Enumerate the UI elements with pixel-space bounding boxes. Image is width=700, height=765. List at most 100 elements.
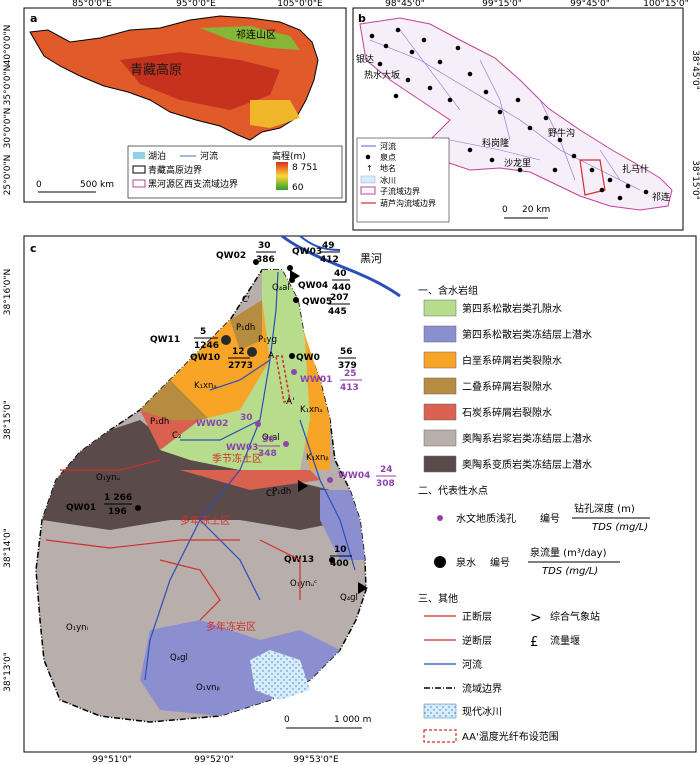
legend-weir: 流量堰 <box>550 634 580 647</box>
coord-105e: 105°0'0"E <box>277 0 323 9</box>
geo-q4al: Q₄al <box>272 283 290 293</box>
panel-c: c 38°16'0"N 38°15'0" 38°14'0" 38°13'0" 9… <box>3 234 697 765</box>
spring-qw03 <box>287 265 293 271</box>
legend-sec2: 二、代表性水点 <box>418 484 488 497</box>
panel-b-letter: b <box>358 12 366 25</box>
coord-35n: 35°0'0"N <box>3 65 13 106</box>
legend-b-spring: 泉点 <box>380 152 396 162</box>
heihe-river <box>281 234 401 298</box>
legend-aquifer-label: 白垩系碎屑岩类裂隙水 <box>462 354 562 367</box>
label-A: A <box>268 351 275 361</box>
panel-b: b 98°45'0" 99°15'0" 99°45'0" 100°15'0" 3… <box>352 0 700 231</box>
legend-weather: 综合气象站 <box>550 610 600 623</box>
legend-c: 一、含水岩组 第四系松散岩类孔隙水第四系松散岩类冻结层上潜水白垩系碎屑岩类裂隙水… <box>418 284 650 743</box>
ww04-id: WW04 <box>338 471 370 481</box>
hole-ww01 <box>291 369 297 375</box>
qw0-top: 56 <box>340 347 353 357</box>
geo-q4al-2: Q₄al <box>262 433 280 443</box>
legend-plateau: 青藏高原边界 <box>148 164 202 176</box>
legend-reverse-fault: 逆断层 <box>462 634 492 647</box>
coord-c-53: 99°53'0"E <box>293 755 339 765</box>
qw13-top: 10 <box>334 545 347 555</box>
coord-30n: 30°0'0"N <box>3 108 13 149</box>
coord-c-51: 99°51'0" <box>92 755 132 765</box>
geo-o1vnb: O₁vnᵦ <box>196 683 221 693</box>
legend-aquifer-swatch <box>423 299 457 317</box>
legend-aquifer-label: 第四系松散岩类冻结层上潜水 <box>462 328 592 341</box>
qw10-id: QW10 <box>190 353 220 363</box>
legend-basin: 流域边界 <box>462 682 502 695</box>
weather-station-icon <box>290 270 300 282</box>
label-A2: A' <box>286 397 295 407</box>
permafrost2-label: 多年冻岩区 <box>206 620 256 633</box>
legend-aquifer-label: 奥陶系变质岩类冻结层上潜水 <box>462 458 592 471</box>
ww01-bottom: 413 <box>340 383 359 393</box>
spring-qw01 <box>135 505 141 511</box>
coord-b-2: 99°15'0" <box>482 0 522 9</box>
legend-normal-fault: 正断层 <box>462 610 492 623</box>
legend-hole-tds: TDS (mg/L) <box>592 522 648 533</box>
ww02-top: 30 <box>240 413 253 423</box>
legend-fiber: AA'温度光纤布设范围 <box>462 730 559 743</box>
legend-hole-bianhao: 编号 <box>540 512 560 525</box>
legend-aquifer-swatch <box>423 377 457 395</box>
place-yinda: 银达 <box>356 53 374 65</box>
spring-qw10 <box>247 347 257 357</box>
ww01-top: 25 <box>344 369 357 379</box>
legend-b-hulugou: 葫芦沟流域边界 <box>380 198 436 208</box>
coord-b-1: 98°45'0" <box>385 0 425 9</box>
legend-elev-title: 高程(m) <box>272 150 306 162</box>
qw11-id: QW11 <box>150 335 180 345</box>
legend-b-river: 河流 <box>380 141 396 151</box>
weir-icon <box>358 582 368 594</box>
legend-spring-dot <box>434 556 446 568</box>
geo-p1yg: P₁yg <box>258 335 277 345</box>
legend-items: 第四系松散岩类孔隙水第四系松散岩类冻结层上潜水白垩系碎屑岩类裂隙水二叠系碎屑岩裂… <box>423 299 592 473</box>
geo-o1ynu: O₁ynᵤ <box>96 473 120 483</box>
qw03-id: QW03 <box>292 247 322 257</box>
qw05-id: QW05 <box>302 297 332 307</box>
legend-aquifer-label: 石炭系碎屑岩裂隙水 <box>462 406 552 419</box>
qw11-top: 5 <box>200 327 206 337</box>
geo-q4gl-2: Q₄gl <box>340 593 358 603</box>
elevation-ramp <box>276 162 288 190</box>
geo-q4gl: Q₄gl <box>170 653 188 663</box>
hole-ww03 <box>283 441 289 447</box>
legend-sec1: 一、含水岩组 <box>418 284 478 297</box>
legend-b-subbasin: 子流域边界 <box>380 186 420 196</box>
legend-glacier-c: 现代冰川 <box>462 705 502 718</box>
weir-legend-icon: £ <box>530 635 538 650</box>
qw10-bottom: 2773 <box>228 361 253 371</box>
geo-k1xna-2: K₁xnₐ <box>300 405 323 415</box>
legend-spring-label: 泉水 <box>456 556 476 569</box>
legend-aquifer-swatch <box>423 429 457 447</box>
basin-b-shape <box>359 17 673 211</box>
weather-station-legend-icon: > <box>530 610 542 626</box>
coord-95e: 95°0'0"E <box>176 0 216 9</box>
coord-b-r2: 38°15'0" <box>690 160 700 200</box>
legend-aquifer-label: 二叠系碎屑岩裂隙水 <box>462 380 552 393</box>
legend-lake: 湖泊 <box>148 151 166 162</box>
geo-c2: C₂ <box>172 431 181 441</box>
qw04-top: 40 <box>334 269 347 279</box>
scale-a-zero: 0 <box>36 180 42 190</box>
legend-aquifer-swatch <box>423 455 457 473</box>
place-qilian: 祁连 <box>652 191 670 203</box>
scale-a-label: 500 km <box>80 180 114 190</box>
qw01-id: QW01 <box>66 503 96 513</box>
qw04-bottom: 440 <box>332 283 351 293</box>
qw03-top: 49 <box>322 241 335 251</box>
legend-aquifer-swatch <box>423 403 457 421</box>
legend-sec3: 三、其他 <box>418 592 458 605</box>
legend-b-glacier: 冰川 <box>380 175 396 185</box>
faults <box>45 459 301 621</box>
coord-c-14: 38°14'0" <box>3 528 13 568</box>
qw01-top: 1 266 <box>104 493 132 503</box>
coord-85e: 85°0'0"E <box>72 0 112 9</box>
panel-a-letter: a <box>30 12 37 25</box>
legend-b-place: 地名 <box>380 163 396 173</box>
coord-c-15: 38°15'0" <box>3 400 13 440</box>
scale-c-label: 1 000 m <box>334 715 371 725</box>
hole-ww04 <box>327 477 333 483</box>
